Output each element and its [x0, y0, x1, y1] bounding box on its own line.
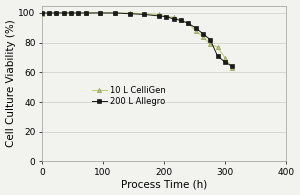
10 L CelliGen	[230, 67, 234, 69]
Line: 200 L Allegro: 200 L Allegro	[39, 11, 235, 69]
10 L CelliGen	[179, 19, 183, 21]
200 L Allegro	[223, 61, 227, 63]
200 L Allegro	[230, 65, 234, 68]
200 L Allegro	[76, 12, 80, 14]
200 L Allegro	[142, 13, 146, 16]
200 L Allegro	[179, 19, 183, 22]
10 L CelliGen	[223, 56, 227, 59]
200 L Allegro	[113, 12, 117, 14]
200 L Allegro	[55, 12, 58, 14]
200 L Allegro	[69, 12, 73, 14]
10 L CelliGen	[208, 43, 212, 45]
10 L CelliGen	[128, 12, 131, 14]
10 L CelliGen	[201, 35, 205, 38]
10 L CelliGen	[40, 13, 44, 16]
200 L Allegro	[157, 15, 161, 17]
10 L CelliGen	[113, 12, 117, 14]
200 L Allegro	[194, 27, 197, 29]
200 L Allegro	[201, 33, 205, 35]
10 L CelliGen	[216, 46, 219, 48]
200 L Allegro	[128, 12, 131, 15]
X-axis label: Process Time (h): Process Time (h)	[121, 179, 207, 190]
200 L Allegro	[47, 12, 51, 14]
10 L CelliGen	[142, 12, 146, 15]
200 L Allegro	[40, 12, 44, 14]
10 L CelliGen	[62, 12, 66, 14]
Legend: 10 L CelliGen, 200 L Allegro: 10 L CelliGen, 200 L Allegro	[90, 84, 167, 108]
200 L Allegro	[62, 12, 66, 14]
10 L CelliGen	[157, 13, 161, 16]
Y-axis label: Cell Culture Viability (%): Cell Culture Viability (%)	[6, 20, 16, 147]
200 L Allegro	[208, 39, 212, 41]
200 L Allegro	[172, 18, 175, 20]
10 L CelliGen	[194, 30, 197, 32]
200 L Allegro	[84, 12, 88, 14]
10 L CelliGen	[99, 12, 102, 14]
10 L CelliGen	[187, 22, 190, 25]
10 L CelliGen	[47, 12, 51, 14]
200 L Allegro	[99, 12, 102, 14]
10 L CelliGen	[55, 12, 58, 14]
200 L Allegro	[164, 16, 168, 18]
200 L Allegro	[216, 55, 219, 57]
10 L CelliGen	[69, 12, 73, 14]
10 L CelliGen	[172, 16, 175, 19]
10 L CelliGen	[84, 12, 88, 14]
10 L CelliGen	[76, 12, 80, 14]
Line: 10 L CelliGen: 10 L CelliGen	[40, 11, 234, 70]
200 L Allegro	[187, 22, 190, 25]
